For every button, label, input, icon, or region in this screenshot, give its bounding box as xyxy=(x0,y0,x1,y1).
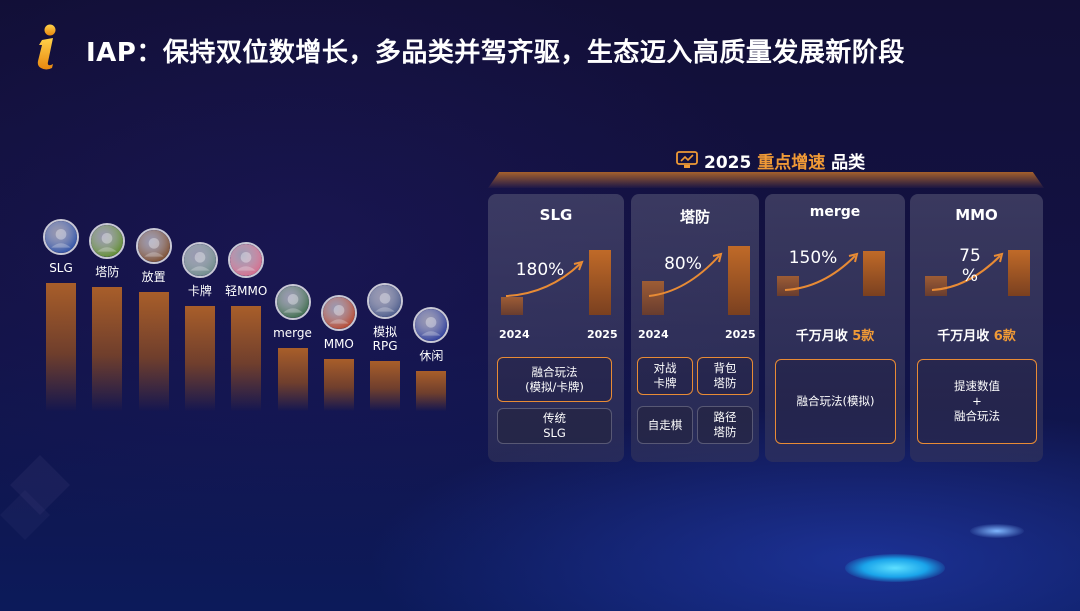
bar-start xyxy=(925,276,947,296)
girl-icon xyxy=(274,284,311,321)
warrior-icon xyxy=(181,242,218,279)
category-label: 轻MMO xyxy=(225,284,268,299)
tag-traditional-slg: 传统 SLG xyxy=(497,408,612,444)
category-label: 塔防 xyxy=(95,264,120,279)
category-label: merge xyxy=(273,326,312,341)
year-start: 2024 xyxy=(499,328,530,341)
category-label: 模拟 RPG xyxy=(372,325,398,354)
category-label: SLG xyxy=(49,261,73,275)
tag-speed-fusion: 提速数值 + 融合玩法 xyxy=(917,359,1037,444)
arrow-icon xyxy=(413,307,450,344)
category-bar xyxy=(138,291,169,411)
globe-icon xyxy=(43,219,79,255)
tag-fusion-sim: 融合玩法(模拟) xyxy=(775,359,896,444)
knight-icon xyxy=(367,283,404,320)
page-title: IAP：保持双位数增长，多品类并驾齐驱，生态迈入高质量发展新阶段 xyxy=(86,38,905,68)
tag-auto-chess: 自走棋 xyxy=(637,406,693,444)
category-bar xyxy=(46,283,76,411)
panel-title-year: 2025 xyxy=(704,153,752,173)
category-label: 卡牌 xyxy=(187,284,212,299)
growth-chart xyxy=(501,250,611,315)
panel-title-highlight: 重点增速 xyxy=(757,153,826,173)
note-count: 5款 xyxy=(852,329,875,344)
bar-2024 xyxy=(501,297,523,315)
growth-arrow xyxy=(648,255,720,297)
bar-start xyxy=(777,276,799,296)
panel-header-bar xyxy=(488,172,1044,188)
card-title: MMO xyxy=(955,206,998,224)
hero-icon xyxy=(135,227,172,264)
category-bar xyxy=(184,306,215,411)
sunflower-icon xyxy=(89,222,126,259)
growth-value: 150% xyxy=(788,248,838,268)
card-tower-defense: 塔防 80% 2024 2025 对战 卡牌 背包 塔防 自走棋 路径 塔防 xyxy=(631,194,759,462)
panel-title: 2025 重点增速 品类 xyxy=(704,148,865,173)
growth-chart xyxy=(642,246,750,315)
growth-value: 80% xyxy=(664,254,702,274)
category-label: 休闲 xyxy=(419,349,444,364)
category-bar xyxy=(370,361,401,411)
card-title: merge xyxy=(809,204,861,220)
bar-2025 xyxy=(728,246,750,315)
year-end: 2025 xyxy=(587,328,618,341)
panel-title-tail: 品类 xyxy=(831,153,866,173)
category-bar xyxy=(231,306,262,411)
decorative-shapes xyxy=(0,455,70,540)
category-bar xyxy=(277,348,308,411)
card-title: 塔防 xyxy=(679,208,710,226)
info-i-icon xyxy=(37,24,56,70)
growth-chart xyxy=(925,250,1030,296)
note-text: 千万月收 xyxy=(937,329,990,344)
monthly-revenue-note: 千万月收 6款 xyxy=(910,325,1043,344)
growth-value: 180% xyxy=(515,260,565,280)
category-label: MMO xyxy=(323,336,354,351)
tag-path-td: 路径 塔防 xyxy=(697,406,753,444)
bar-end xyxy=(863,251,885,296)
growth-arrow xyxy=(784,255,856,291)
bar-2024 xyxy=(642,281,664,315)
note-count: 6款 xyxy=(993,329,1016,344)
category-label: 放置 xyxy=(141,269,166,284)
growth-arrow xyxy=(931,255,1001,291)
note-text: 千万月收 xyxy=(795,329,848,344)
growth-arrow xyxy=(505,263,581,297)
card-mmo: MMO 75 % 千万月收 6款 提速数值 + 融合玩法 xyxy=(910,194,1043,462)
category-bar xyxy=(416,371,447,411)
monthly-revenue-note: 千万月收 5款 xyxy=(765,325,905,344)
growth-chart xyxy=(777,251,885,296)
tag-backpack-td: 背包 塔防 xyxy=(697,357,753,395)
category-bar xyxy=(92,286,123,411)
glow-decoration xyxy=(970,524,1024,538)
scroll-icon xyxy=(320,294,357,331)
card-merge: merge 150% 千万月收 5款 融合玩法(模拟) xyxy=(765,194,905,462)
card-title: SLG xyxy=(539,206,573,224)
tag-battle-card: 对战 卡牌 xyxy=(637,357,693,395)
year-start: 2024 xyxy=(638,328,669,341)
card-slg: SLG 180% 2024 2025 融合玩法 (模拟/卡牌) 传统 SLG xyxy=(488,194,624,462)
glow-decoration xyxy=(845,554,945,582)
monitor-icon xyxy=(676,151,698,168)
pig-icon xyxy=(228,242,265,279)
year-end: 2025 xyxy=(725,328,756,341)
tag-fusion-gameplay: 融合玩法 (模拟/卡牌) xyxy=(497,357,612,402)
bar-2025 xyxy=(589,250,611,315)
category-bar xyxy=(323,358,354,411)
bar-end xyxy=(1008,250,1030,296)
growth-value: 75 % xyxy=(959,246,981,286)
